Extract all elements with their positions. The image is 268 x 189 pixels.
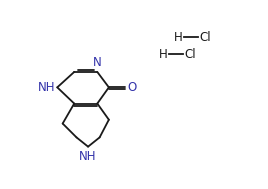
Text: Cl: Cl — [184, 48, 196, 61]
Text: N: N — [93, 56, 102, 69]
Text: H: H — [174, 31, 183, 44]
Text: O: O — [127, 81, 137, 94]
Text: H: H — [159, 48, 168, 61]
Text: Cl: Cl — [200, 31, 211, 44]
Text: NH: NH — [38, 81, 55, 94]
Text: NH: NH — [79, 150, 97, 163]
